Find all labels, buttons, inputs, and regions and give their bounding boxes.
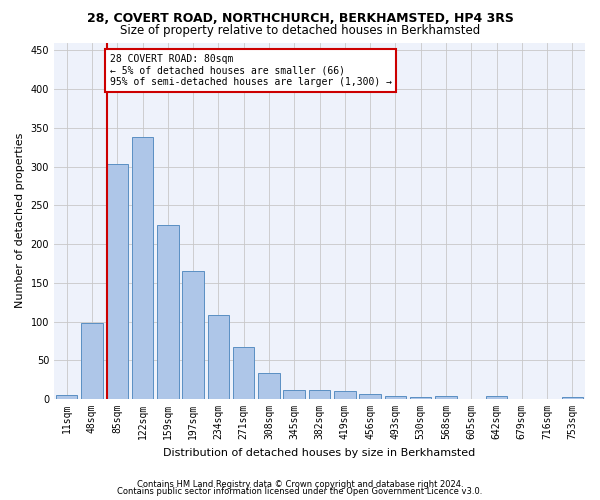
- Bar: [208, 316, 229, 399]
- Text: Contains HM Land Registry data © Crown copyright and database right 2024.: Contains HM Land Registry data © Crown c…: [137, 480, 463, 489]
- Bar: [157, 224, 179, 399]
- Text: 28, COVERT ROAD, NORTHCHURCH, BERKHAMSTED, HP4 3RS: 28, COVERT ROAD, NORTHCHURCH, BERKHAMSTE…: [86, 12, 514, 26]
- X-axis label: Distribution of detached houses by size in Berkhamsted: Distribution of detached houses by size …: [163, 448, 476, 458]
- Bar: [258, 374, 280, 399]
- Bar: [132, 137, 153, 399]
- Bar: [435, 396, 457, 399]
- Bar: [283, 390, 305, 399]
- Bar: [107, 164, 128, 399]
- Bar: [486, 396, 507, 399]
- Bar: [233, 347, 254, 399]
- Y-axis label: Number of detached properties: Number of detached properties: [15, 133, 25, 308]
- Bar: [56, 395, 77, 399]
- Text: Contains public sector information licensed under the Open Government Licence v3: Contains public sector information licen…: [118, 487, 482, 496]
- Bar: [334, 392, 356, 399]
- Text: 28 COVERT ROAD: 80sqm
← 5% of detached houses are smaller (66)
95% of semi-detac: 28 COVERT ROAD: 80sqm ← 5% of detached h…: [110, 54, 392, 88]
- Bar: [562, 396, 583, 399]
- Bar: [410, 396, 431, 399]
- Text: Size of property relative to detached houses in Berkhamsted: Size of property relative to detached ho…: [120, 24, 480, 37]
- Bar: [309, 390, 330, 399]
- Bar: [81, 323, 103, 399]
- Bar: [182, 271, 204, 399]
- Bar: [385, 396, 406, 399]
- Bar: [359, 394, 381, 399]
